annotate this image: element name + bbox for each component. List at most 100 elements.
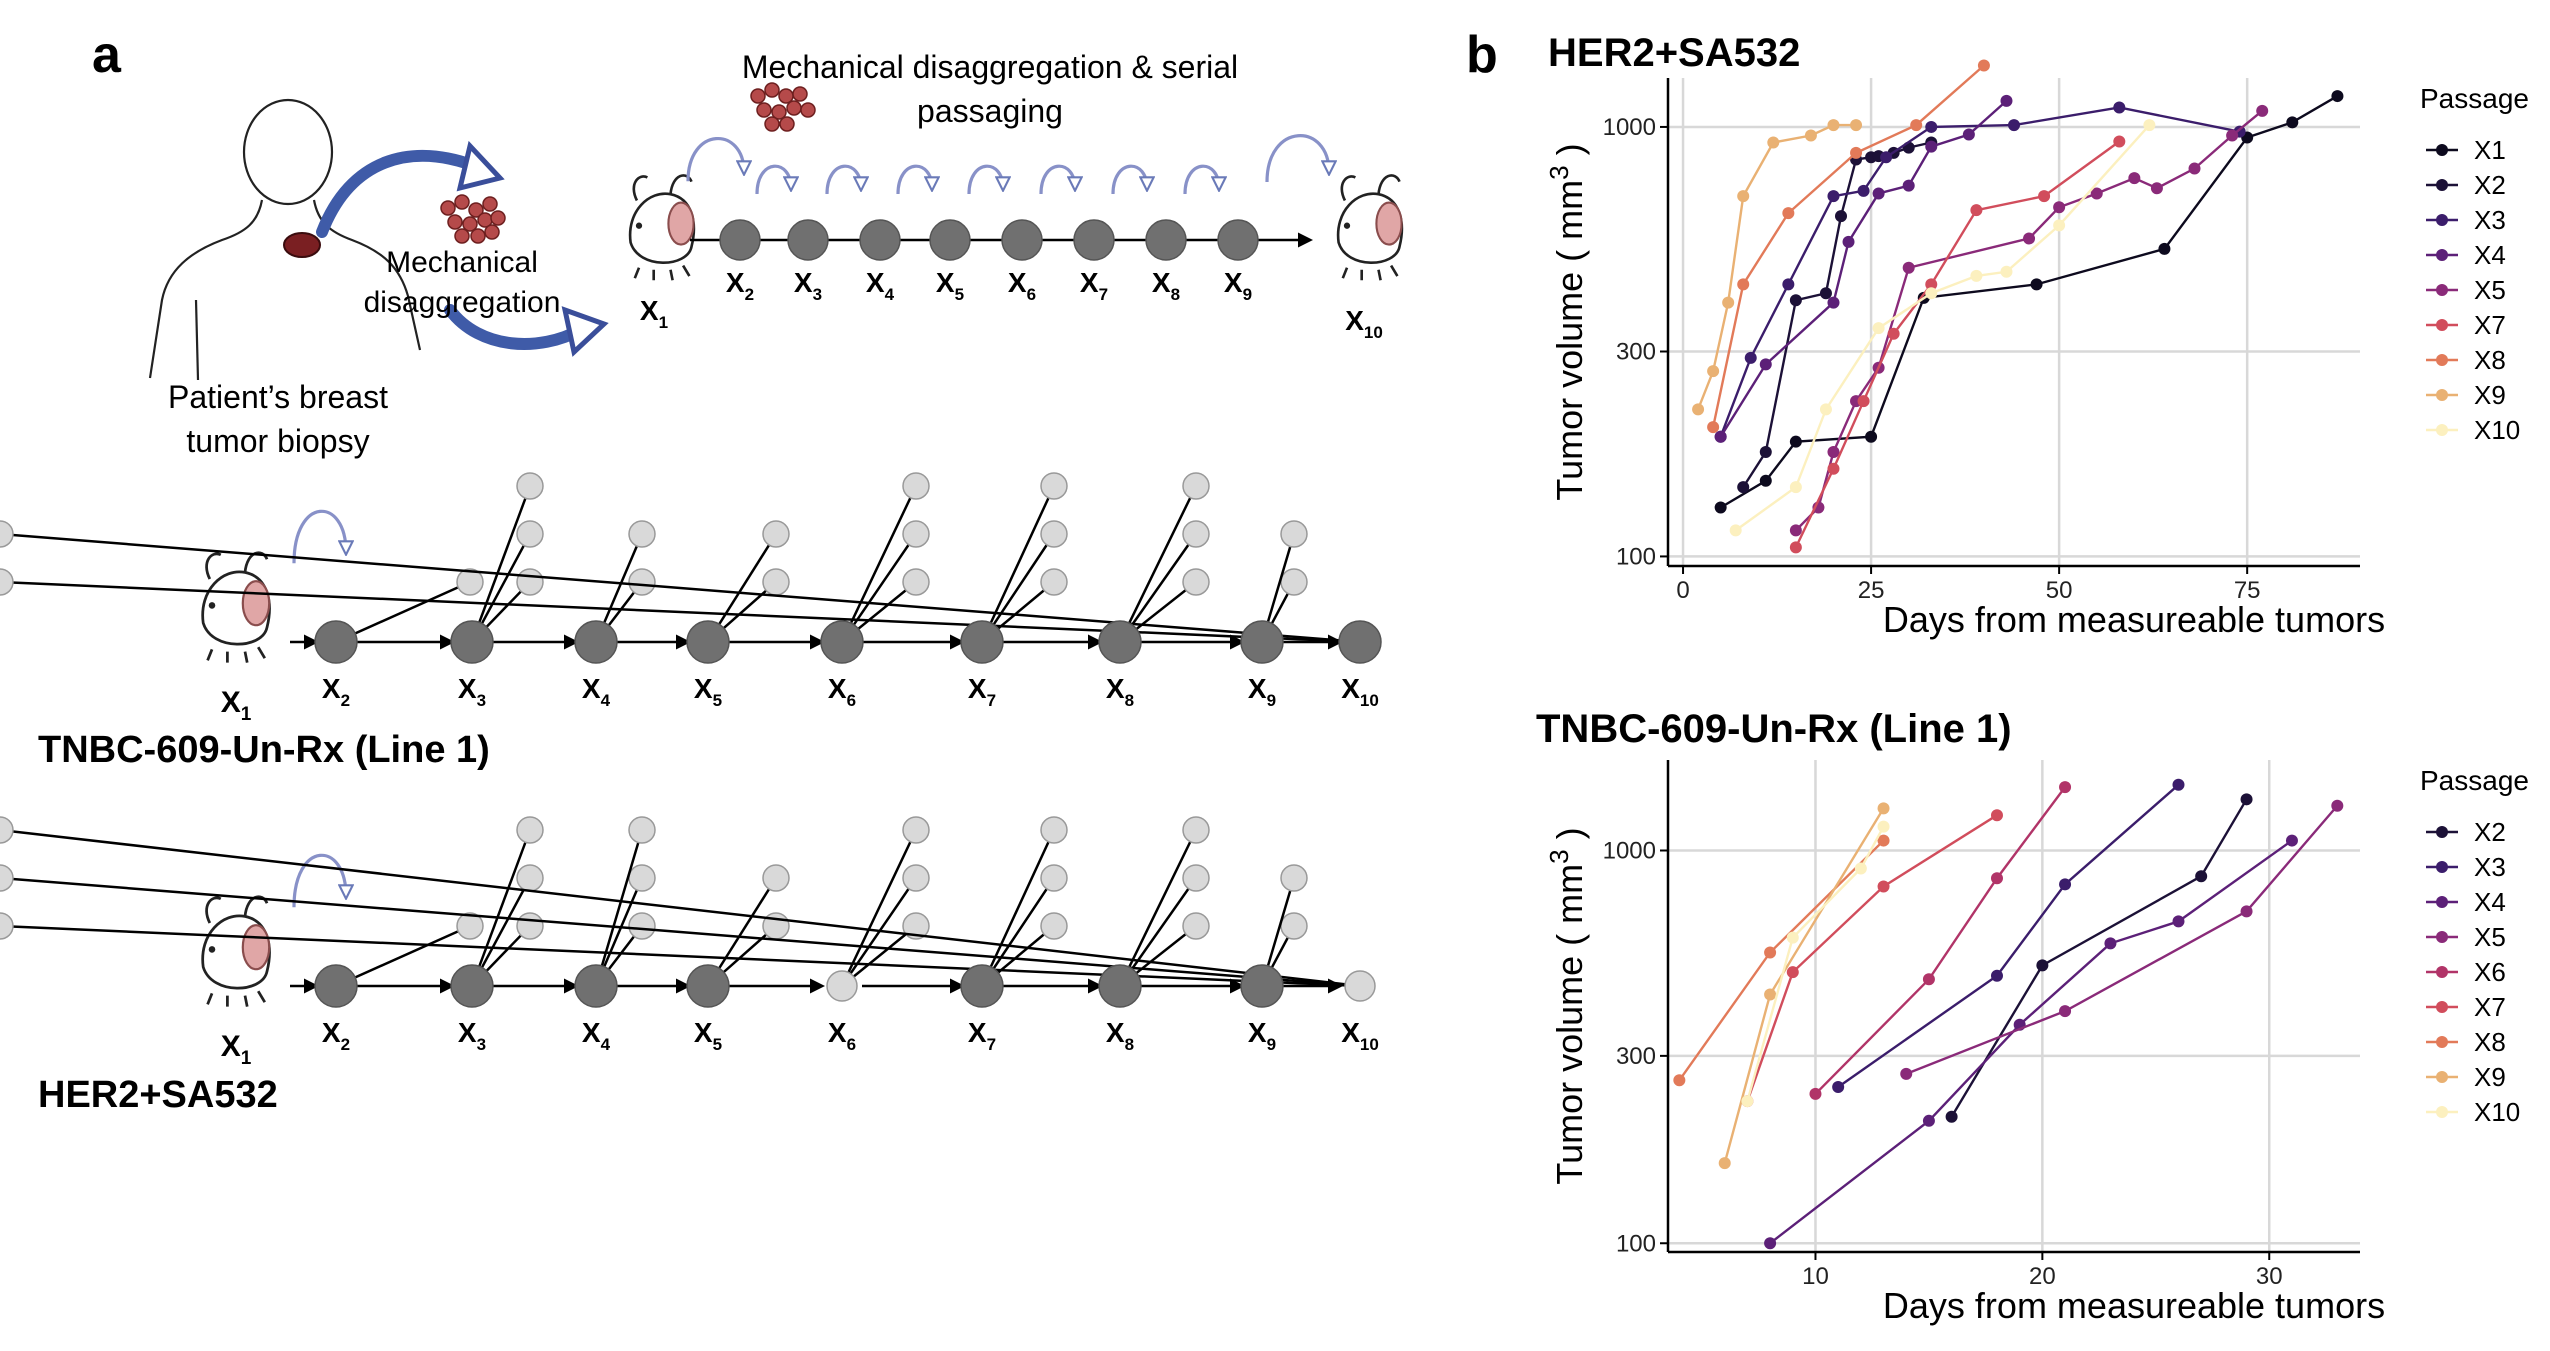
passage-label: X8 [1152, 267, 1180, 304]
data-point-x7 [1877, 880, 1890, 893]
data-point-x10 [1729, 524, 1742, 537]
data-point-x7 [1827, 462, 1840, 475]
mouse-icon [201, 551, 271, 663]
series-line-x10 [1734, 124, 2151, 532]
data-point-x6 [1809, 1087, 1822, 1100]
branch-node [1280, 568, 1308, 596]
passage-node [1338, 620, 1382, 664]
data-point-x9 [1722, 296, 1735, 309]
data-point-x8 [1673, 1074, 1686, 1087]
branch-node [902, 816, 930, 844]
branch-node [1182, 568, 1210, 596]
data-point-x1 [1714, 501, 1727, 514]
biopsy-label-2: tumor biopsy [186, 423, 369, 459]
data-point-x9 [1692, 403, 1705, 416]
data-point-x10 [2143, 119, 2156, 132]
data-point-x7 [1887, 327, 1900, 340]
data-point-x3 [2059, 878, 2072, 891]
her2-chart-title: HER2+SA532 [1548, 31, 1800, 75]
data-point-x4 [1714, 430, 1727, 443]
branch-node [516, 520, 544, 548]
branch-node [0, 816, 14, 844]
data-point-x2 [1819, 287, 1832, 300]
data-point-x7 [1857, 395, 1870, 408]
x-tick-label: 20 [2029, 1263, 2056, 1290]
data-point-x9 [1804, 129, 1817, 142]
passage-node [1217, 219, 1259, 261]
data-point-x2 [1945, 1110, 1958, 1123]
data-point-x8 [1877, 834, 1890, 847]
data-point-x5 [1789, 524, 1802, 537]
passage-label: X10 [1341, 1017, 1379, 1054]
passage-label: X7 [968, 673, 996, 710]
branch-node [1280, 912, 1308, 940]
data-point-x3 [1857, 184, 1870, 197]
passage-label: X10 [1345, 305, 1383, 342]
data-point-x4 [1902, 179, 1915, 192]
data-point-x7 [1925, 278, 1938, 291]
x-axis-title: Days from measureable tumors [1883, 599, 2385, 640]
data-point-x1 [1789, 435, 1802, 448]
data-point-x1 [2030, 278, 2043, 291]
branch-node [0, 520, 14, 548]
disaggregation-label: disaggregation [364, 286, 561, 319]
y-tick-label: 300 [1616, 339, 1656, 366]
passage-node [960, 620, 1004, 664]
mouse-icon [628, 174, 696, 281]
passage-loop-arrow-icon [1039, 164, 1075, 195]
legend-label: X2 [2474, 817, 2506, 847]
legend-label: X4 [2474, 887, 2506, 917]
legend-swatch-dot [2436, 1036, 2448, 1048]
branch-node [1040, 472, 1068, 500]
legend-swatch-dot [2436, 389, 2448, 401]
branch-node [1040, 520, 1068, 548]
disaggregation-arrow-icon [444, 304, 586, 350]
legend-label: X5 [2474, 275, 2506, 305]
passage-loop-arrow-icon [686, 137, 744, 182]
data-point-x3 [1832, 1080, 1845, 1093]
serial-caption-2: passaging [917, 93, 1063, 129]
legend-swatch-dot [2436, 1071, 2448, 1083]
series-line-x4 [1719, 99, 2008, 438]
passage-label: X3 [458, 1017, 486, 1054]
data-point-x7 [1970, 204, 1983, 217]
branch-node [1182, 520, 1210, 548]
data-point-x8 [1737, 278, 1750, 291]
series-line-x5 [1795, 109, 2263, 532]
data-point-x9 [1764, 988, 1777, 1001]
series-line-x6 [1814, 786, 2067, 1095]
x-tick-label: 0 [1676, 577, 1689, 604]
passage-node [1344, 970, 1376, 1002]
tnbc-growth-chart: 10 20 30 100 300 1000 Days from measureable tu… [1544, 760, 2529, 1326]
passage-label: X4 [582, 673, 611, 710]
her2-passage-tree: X2 X3 X4 X5 X6 X7 X8 X9 X10 X1 [0, 816, 1379, 1069]
legend-label: X7 [2474, 992, 2506, 1022]
data-point-x10 [1786, 931, 1799, 944]
passage-node [1098, 964, 1142, 1008]
passage-loop-arrow-icon [967, 164, 1003, 195]
branch-node [628, 568, 656, 596]
legend-swatch-dot [2436, 896, 2448, 908]
data-point-x10 [2000, 265, 2013, 278]
panel-b: b HER2+SA532 TNBC-609-Un-Rx (Line 1) 0 25… [1466, 26, 2529, 1326]
data-point-x4 [2172, 915, 2185, 928]
series-line-x10 [1746, 826, 1885, 1102]
data-point-x7 [1789, 541, 1802, 554]
passage-node [450, 620, 494, 664]
passage-node [1240, 964, 1284, 1008]
branch-node [516, 568, 544, 596]
data-point-x8 [1782, 207, 1795, 220]
data-point-x5 [1827, 446, 1840, 459]
passage-label: X5 [936, 267, 964, 304]
data-point-x5 [2023, 232, 2036, 245]
data-point-x3 [1744, 351, 1757, 364]
passage-label: X6 [828, 673, 856, 710]
branch-node [902, 472, 930, 500]
data-point-x9 [1737, 190, 1750, 203]
data-point-x3 [1925, 120, 1938, 133]
legend-swatch-dot [2436, 931, 2448, 943]
x-axis-title: Days from measureable tumors [1883, 1285, 2385, 1326]
data-point-x2 [2240, 793, 2253, 806]
mouse-icon [201, 895, 271, 1007]
data-point-x10 [1872, 322, 1885, 335]
